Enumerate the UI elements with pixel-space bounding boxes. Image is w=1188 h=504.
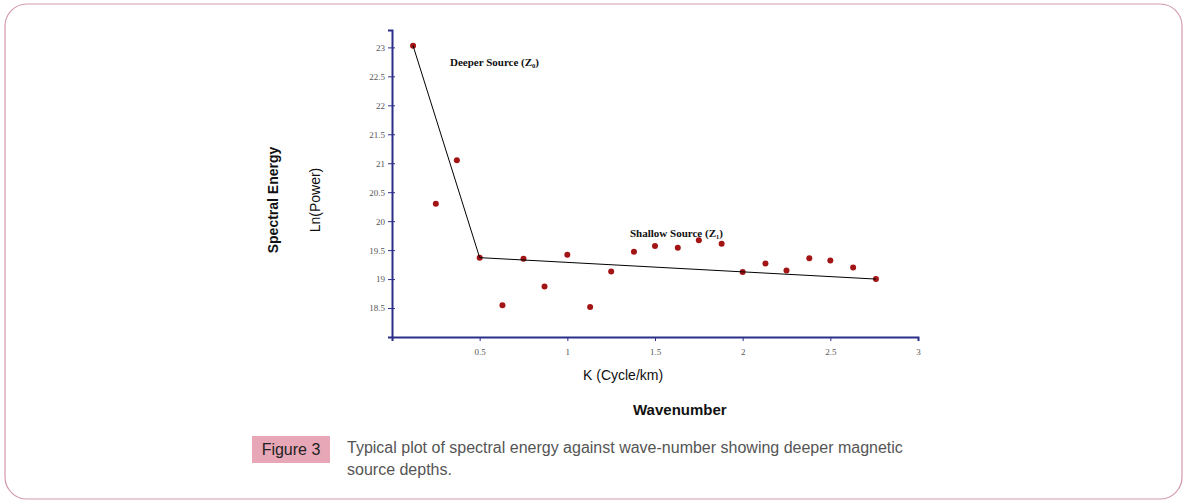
y-tick-label: 21 [376, 159, 385, 169]
y-tick-mark [388, 47, 395, 48]
x-tick: 2.5 [825, 337, 837, 357]
plot-marks [410, 43, 879, 310]
data-point [564, 252, 570, 258]
data-point [719, 241, 725, 247]
y-tick-mark [388, 76, 395, 77]
data-point [784, 267, 790, 273]
y-tick-label: 18.5 [369, 303, 385, 313]
y-tick: 20.5 [369, 188, 395, 198]
x-tick-mark [655, 337, 656, 341]
y-tick-label: 20 [376, 217, 386, 227]
caption-line: Typical plot of spectral energy against … [347, 439, 903, 456]
y-tick: 19 [376, 274, 395, 284]
data-point [521, 256, 527, 262]
x-tick-label: 3 [916, 347, 921, 357]
data-point [608, 269, 614, 275]
x-tick-mark [830, 337, 831, 341]
y-tick: 22.5 [369, 72, 395, 82]
x-tick-label: 2 [741, 347, 746, 357]
y-tick-mark [388, 221, 395, 222]
y-tick: 21 [376, 159, 395, 169]
data-point [827, 258, 833, 264]
frame [5, 4, 1182, 499]
x-tick-label: 1.5 [650, 347, 662, 357]
x-axis-line [393, 338, 919, 342]
y-tick-mark [388, 163, 395, 164]
y-tick: 18.5 [369, 303, 395, 313]
y-tick: 23 [376, 43, 395, 53]
y-tick-mark [388, 279, 395, 280]
annotation: Deeper Source (Z₀) [450, 56, 539, 69]
y-tick-label: 23 [376, 43, 386, 53]
data-point [806, 255, 812, 261]
data-point [454, 157, 460, 163]
y-tick-label: 19 [376, 274, 386, 284]
y-tick-label: 22 [376, 101, 385, 111]
fit-line [413, 46, 480, 258]
annotation: Shallow Source (Z₁) [630, 227, 723, 240]
x-axis: 0.5 1 1.5 2 2.5 3 [393, 337, 922, 357]
y-tick-label: 22.5 [369, 72, 385, 82]
y-tick-label: 20.5 [369, 188, 385, 198]
y-tick: 19.5 [369, 245, 395, 255]
x-tick: 3 [916, 337, 921, 357]
y-axis-title: Ln(Power) [307, 168, 323, 233]
data-point [433, 201, 439, 207]
y-tick-mark [388, 192, 395, 193]
x-tick-mark [918, 337, 919, 341]
data-point [631, 249, 637, 255]
y-tick-mark [388, 308, 395, 309]
x-tick-label: 1 [566, 347, 571, 357]
y-tick: 21.5 [369, 130, 395, 140]
figure-label-box [252, 436, 330, 463]
x-tick: 1 [566, 337, 571, 357]
data-point [762, 260, 768, 266]
data-point [652, 243, 658, 249]
x-axis-title: K (Cycle/km) [583, 367, 663, 383]
caption-line: source depths. [347, 461, 452, 478]
data-point [675, 245, 681, 251]
data-point [850, 264, 856, 270]
x-tick-mark [480, 337, 481, 341]
y-tick-label: 21.5 [369, 130, 385, 140]
x-tick: 2 [741, 337, 746, 357]
y-axis-title: Spectral Energy [265, 146, 281, 253]
y-axis: 18.5 19 19.5 20 20.5 21 21.5 22 22.5 23 [369, 31, 395, 338]
x-tick: 1.5 [650, 337, 662, 357]
y-tick: 22 [376, 101, 395, 111]
x-tick-mark [567, 337, 568, 341]
data-point [499, 302, 505, 308]
x-axis-title: Wavenumber [633, 401, 727, 418]
y-tick: 20 [376, 217, 395, 227]
x-tick-label: 0.5 [475, 347, 487, 357]
x-tick: 0.5 [475, 337, 487, 357]
data-point [410, 43, 416, 49]
x-tick-mark [743, 337, 744, 341]
x-tick-label: 2.5 [825, 347, 837, 357]
fit-line [480, 258, 876, 279]
figure-label: Figure 3 [262, 441, 321, 458]
caption: Typical plot of spectral energy against … [347, 439, 903, 478]
y-tick-mark [388, 134, 395, 135]
y-tick-mark [388, 250, 395, 251]
y-tick-mark [388, 105, 395, 106]
figure: 0.511.522.5318.51919.52020.52121.52222.5… [0, 0, 1188, 504]
data-point [542, 284, 548, 290]
data-point [587, 304, 593, 310]
y-tick-label: 19.5 [369, 245, 385, 255]
